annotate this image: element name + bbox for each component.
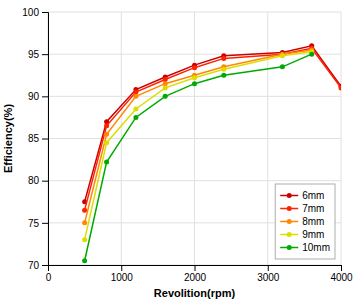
point <box>192 75 197 80</box>
tick: 85 <box>28 133 48 144</box>
tick: 2000 <box>184 265 207 283</box>
point <box>221 67 226 72</box>
series <box>82 43 341 204</box>
point <box>104 132 109 137</box>
point <box>82 258 87 263</box>
point <box>192 65 197 70</box>
tick-mark <box>42 223 48 224</box>
point <box>221 56 226 61</box>
y-axis: 70 75 80 85 90 95 100 <box>22 7 48 271</box>
tick-mark <box>42 96 48 97</box>
tick: 95 <box>28 49 48 60</box>
legend-marker <box>287 193 292 198</box>
tick-label: 1000 <box>111 272 134 283</box>
tick-mark <box>42 12 48 13</box>
tick: 70 <box>28 260 48 271</box>
point <box>133 106 138 111</box>
tick-label: 95 <box>28 49 40 60</box>
point <box>192 81 197 86</box>
tick: 80 <box>28 175 48 186</box>
tick-mark <box>268 265 269 271</box>
tick: 100 <box>22 7 48 18</box>
point <box>82 237 87 242</box>
point <box>133 94 138 99</box>
point <box>221 73 226 78</box>
y-axis-title: Efficiency(%) <box>2 104 14 173</box>
tick-mark <box>121 265 122 271</box>
legend-label: 6mm <box>302 190 324 201</box>
legend-item: 7mm <box>280 203 324 214</box>
tick-label: 3000 <box>257 272 280 283</box>
tick-label: 0 <box>46 272 52 283</box>
point <box>133 115 138 120</box>
legend-item: 8mm <box>280 216 324 227</box>
tick-mark <box>42 181 48 182</box>
point <box>82 220 87 225</box>
tick-mark <box>195 265 196 271</box>
tick-mark <box>42 54 48 55</box>
legend-marker <box>287 232 292 237</box>
chart: 0 1000 2000 3000 4000 70 75 80 85 90 95 100 Revoliti… <box>0 0 355 305</box>
tick-label: 90 <box>28 91 40 102</box>
tick: 75 <box>28 218 48 229</box>
tick-label: 80 <box>28 175 40 186</box>
legend-item: 10mm <box>280 242 330 253</box>
legend: 6mm 7mm 8mm 9mm 10mm <box>275 184 335 259</box>
legend-label: 7mm <box>302 203 324 214</box>
point <box>104 140 109 145</box>
legend-marker <box>287 219 292 224</box>
tick: 3000 <box>257 265 280 283</box>
point <box>104 160 109 165</box>
legend-label: 10mm <box>302 242 330 253</box>
axis-line <box>42 13 49 266</box>
point <box>104 123 109 128</box>
x-axis-title: Revolition(rpm) <box>154 287 236 299</box>
point <box>163 85 168 90</box>
legend-item: 9mm <box>280 229 324 240</box>
tick-label: 4000 <box>330 272 353 283</box>
tick: 90 <box>28 91 48 102</box>
tick-label: 75 <box>28 218 40 229</box>
legend-item: 6mm <box>280 190 324 201</box>
tick: 4000 <box>330 265 353 283</box>
point <box>280 53 285 58</box>
legend-box <box>275 184 335 259</box>
point <box>163 94 168 99</box>
tick-label: 70 <box>28 260 40 271</box>
marks <box>82 43 341 263</box>
point <box>339 85 342 90</box>
grid <box>48 12 341 265</box>
legend-marker <box>287 206 292 211</box>
tick-label: 100 <box>22 7 39 18</box>
tick-mark <box>42 139 48 140</box>
plot: 0 1000 2000 3000 4000 70 75 80 85 90 95 100 Revoliti… <box>2 7 353 299</box>
tick-mark <box>42 265 48 266</box>
grid-line <box>48 138 341 139</box>
x-axis: 0 1000 2000 3000 4000 <box>46 265 353 283</box>
tick-mark <box>341 265 342 271</box>
tick: 1000 <box>111 265 134 283</box>
tick-label: 85 <box>28 133 40 144</box>
point <box>82 208 87 213</box>
legend-label: 9mm <box>302 229 324 240</box>
grid-line <box>48 96 341 97</box>
point <box>309 52 314 57</box>
point <box>280 64 285 69</box>
tick-label: 2000 <box>184 272 207 283</box>
tick: 0 <box>46 265 52 283</box>
legend-marker <box>287 245 292 250</box>
legend-label: 8mm <box>302 216 324 227</box>
axis-line <box>49 266 342 272</box>
grid-line <box>48 12 341 13</box>
